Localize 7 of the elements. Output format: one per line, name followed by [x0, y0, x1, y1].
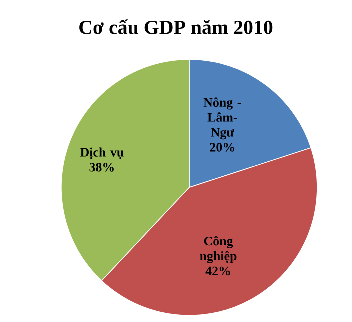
- data-label: 42%: [206, 266, 230, 276]
- slice-label: Dịch vụ: [80, 148, 124, 160]
- data-label: 38%: [90, 163, 114, 172]
- slice-label: Công nghiệp: [200, 236, 237, 264]
- chart-title: Cơ cấu GDP năm 2010: [80, 20, 273, 34]
- slice-label: Nông - Lâm- Ngư: [204, 98, 242, 140]
- data-label: 20%: [210, 143, 234, 152]
